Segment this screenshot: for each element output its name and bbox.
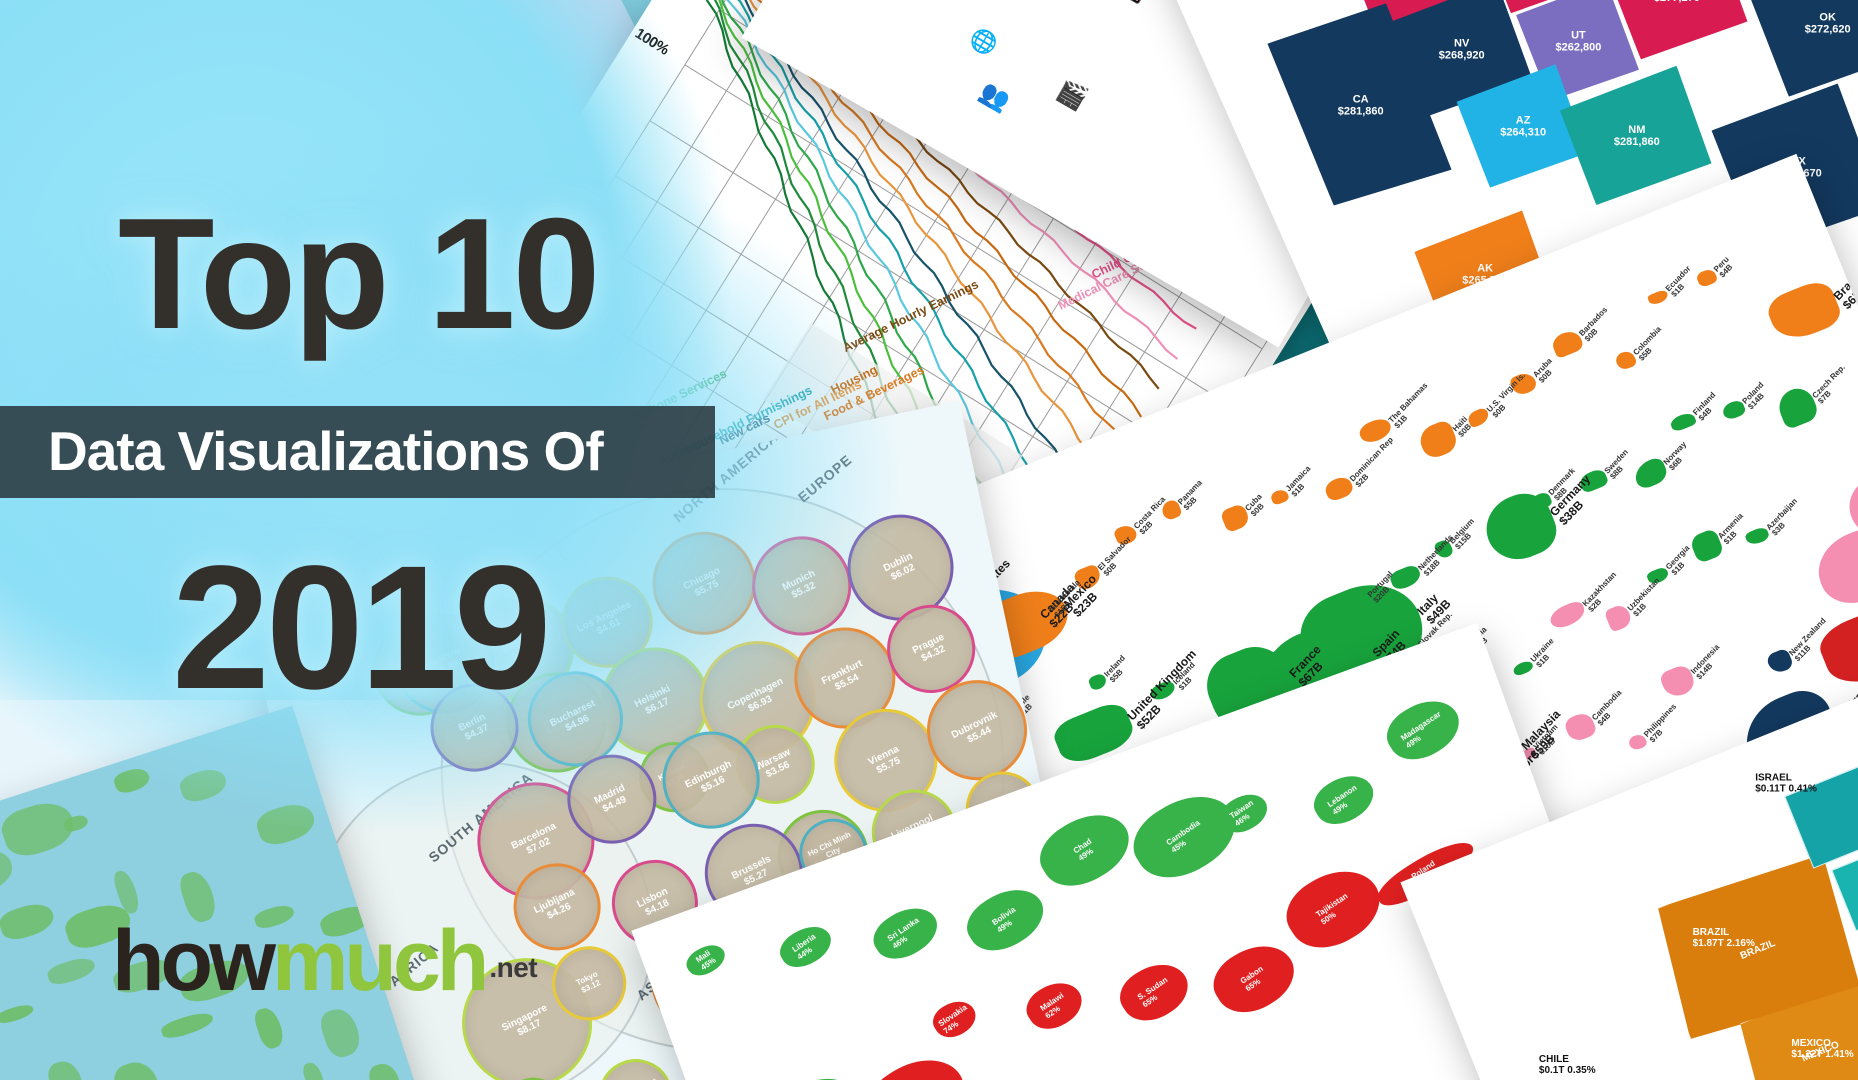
world-country-label: El Salvador $0B bbox=[1096, 535, 1134, 579]
us-state-label: CA $281,860 bbox=[1337, 93, 1384, 118]
people-group-icon: 👥 bbox=[975, 77, 1015, 116]
world-country-shape[interactable] bbox=[1476, 485, 1564, 570]
cartogram-region[interactable]: Cambodia 45% bbox=[1121, 778, 1249, 895]
greenmap-shape bbox=[251, 1005, 287, 1052]
world-country-label: Cambodia $4B bbox=[1590, 687, 1624, 728]
cartogram-region-label: Sri Lanka 46% bbox=[885, 915, 921, 951]
us-state-label: CO$277,270 bbox=[1620, 0, 1733, 4]
cartogram-region-label: Liberia 44% bbox=[789, 931, 817, 962]
world-country-label: Uzbekistan $1B bbox=[1625, 576, 1662, 620]
world-country-label: Armenia $1B bbox=[1716, 511, 1745, 547]
world-country-label: Jamaica $1B bbox=[1284, 464, 1313, 500]
greenmap-shape bbox=[365, 1060, 405, 1080]
cartogram-region[interactable]: Madagascar 49% bbox=[1378, 688, 1469, 772]
cartogram-region-label: S. Sudan 65% bbox=[1135, 975, 1169, 1010]
cartogram-region[interactable]: Mali 45% bbox=[682, 938, 730, 982]
cartogram-region[interactable]: Malawi 62% bbox=[1019, 972, 1090, 1039]
world-country-label: Panama $5B bbox=[1175, 477, 1204, 513]
cartogram-region-label: Malawi 62% bbox=[1038, 990, 1066, 1021]
greenmap-shape bbox=[0, 1001, 35, 1026]
world-country-label: Dominican Rep $2B bbox=[1347, 435, 1395, 490]
greenmap-shape bbox=[0, 898, 58, 944]
cartogram-region[interactable]: Liberia 44% bbox=[774, 917, 838, 976]
subtitle-band bbox=[0, 406, 715, 498]
world-country-label: Sweden $8B bbox=[1602, 447, 1630, 482]
page-title-year: 2019 bbox=[172, 530, 552, 726]
brand-logo-much: much bbox=[271, 913, 489, 1009]
world-country-shape[interactable] bbox=[1511, 659, 1535, 677]
phone-icon: 📱 bbox=[1114, 0, 1164, 11]
us-state-label: AZ $264,310 bbox=[1500, 114, 1547, 138]
greenmap-shape bbox=[300, 1060, 327, 1080]
cartogram-region-label: Lebanon 49% bbox=[1325, 782, 1358, 817]
world-country-label: Aruba $0B bbox=[1531, 356, 1554, 386]
greenmap-shape bbox=[253, 798, 319, 850]
world-country-shape[interactable] bbox=[1668, 410, 1697, 433]
cartogram-region[interactable]: Slovakia 74% bbox=[927, 993, 982, 1045]
world-country-shape[interactable] bbox=[1646, 288, 1670, 307]
bubble-continent-label: EUROPE bbox=[794, 451, 855, 506]
world-country-label: Barbados $0B bbox=[1577, 305, 1610, 344]
cartogram-region-label: Taiwan 46% bbox=[1228, 798, 1256, 829]
world-country-label: Indonesia $14B bbox=[1688, 642, 1721, 682]
greenmap-shape bbox=[109, 1056, 166, 1080]
world-country-label: Finland $4B bbox=[1690, 390, 1717, 423]
cartogram-region[interactable]: Tajikistan 50% bbox=[1275, 854, 1393, 964]
world-country-shape[interactable] bbox=[1807, 519, 1858, 614]
greenmap-shape bbox=[317, 1004, 365, 1061]
world-country-label: Czech Rep. $7B bbox=[1809, 362, 1847, 407]
page-title-line1: Top 10 bbox=[118, 186, 600, 362]
treemap-callout: MEXICO $1.22T 1.41% bbox=[1791, 1038, 1854, 1061]
cartogram-region[interactable]: S. Sudan 65% bbox=[1111, 952, 1198, 1033]
us-state-label: NV $268,920 bbox=[1438, 37, 1485, 62]
greenmap-shape bbox=[45, 954, 98, 988]
cartogram-region-label: Slovakia 74% bbox=[936, 1002, 969, 1036]
world-country-label: U.S. Virgin Is. $0B bbox=[1484, 370, 1527, 420]
us-state-shape[interactable]: OK $272,620 bbox=[1744, 0, 1858, 105]
cartogram-region-label: Gabon 65% bbox=[1238, 964, 1265, 994]
cartogram-region-label: Mali 45% bbox=[694, 948, 718, 973]
world-country-label: Norway $6B bbox=[1661, 439, 1689, 473]
brand-logo-how: how bbox=[112, 913, 276, 1009]
greenmap-shape bbox=[177, 764, 230, 806]
cartogram-region[interactable]: Lebanon 49% bbox=[1306, 765, 1382, 835]
page-title-line2: Data Visualizations Of bbox=[48, 420, 604, 482]
world-country-label: Ecuador $1B bbox=[1663, 264, 1693, 300]
treemap-callout: BRAZIL $1.87T 2.16% bbox=[1692, 926, 1755, 949]
cartogram-region-label: Madagascar 49% bbox=[1399, 709, 1443, 751]
world-country-label: Philippines $7B bbox=[1641, 702, 1678, 746]
cartogram-region-label: Cambodia 45% bbox=[1163, 817, 1201, 855]
brand-logo[interactable]: how much .net bbox=[112, 913, 538, 1009]
world-country-label: Ukraine $1B bbox=[1528, 636, 1556, 671]
greenmap-shape bbox=[159, 1008, 216, 1042]
cartogram-region[interactable]: Kosovo47% bbox=[762, 1063, 870, 1080]
cartogram-region[interactable]: Gabon 65% bbox=[1203, 931, 1305, 1026]
cartogram-region[interactable]: Chad 49% bbox=[1029, 799, 1141, 901]
bitcoin-icon: ⓪ bbox=[1003, 0, 1044, 9]
brand-logo-tld: .net bbox=[489, 952, 538, 984]
cartogram-region-label: Tajikistan 50% bbox=[1313, 891, 1349, 927]
world-country-label: United Kingdom $52B bbox=[1124, 647, 1200, 733]
us-state-label: UT $262,800 bbox=[1555, 29, 1602, 54]
globe-icon: 🌐 bbox=[965, 23, 1002, 60]
cartogram-region[interactable]: Sri Lanka 46% bbox=[866, 896, 946, 970]
greenmap-shape bbox=[44, 1057, 88, 1080]
greenmap-shape bbox=[112, 764, 152, 796]
us-state-label: OK $272,620 bbox=[1804, 11, 1851, 36]
us-state-label: NM $281,860 bbox=[1613, 123, 1660, 148]
treemap-callout: CHILE $0.1T 0.35% bbox=[1538, 1053, 1596, 1076]
cartogram-region[interactable]: Serbia65% bbox=[854, 1042, 977, 1080]
cartogram-region[interactable]: Bolivia 49% bbox=[958, 876, 1054, 964]
cartogram-region-label: Bolivia 49% bbox=[989, 904, 1017, 935]
clapperboard-icon: 🎬 bbox=[1052, 75, 1092, 115]
world-country-label: Colombia $5B bbox=[1631, 324, 1664, 363]
world-country-label: The Bahamas $1B bbox=[1387, 380, 1430, 431]
world-country-shape[interactable] bbox=[1763, 276, 1845, 347]
world-country-label: Azerbaijan $3B bbox=[1764, 496, 1800, 538]
treemap-callout: ISRAEL $0.11T 0.41% bbox=[1755, 772, 1817, 795]
cartogram-region-label: Chad 49% bbox=[1071, 836, 1096, 863]
world-country-label: Poland $14B bbox=[1740, 380, 1767, 412]
world-country-label: Ireland $5B bbox=[1101, 653, 1127, 685]
